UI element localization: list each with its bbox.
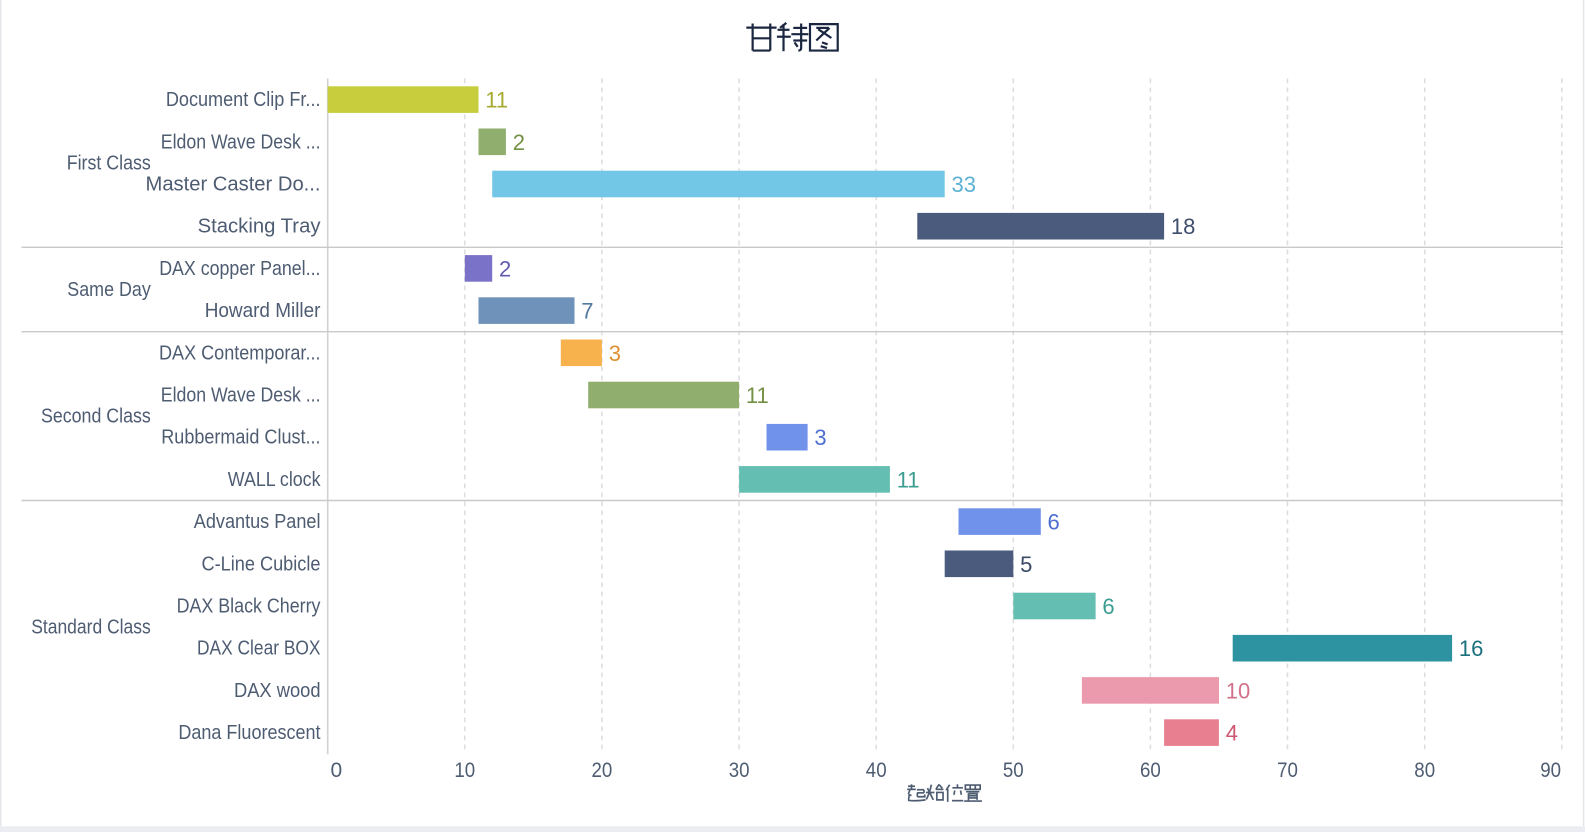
svg-text:Eldon Wave Desk ...: Eldon Wave Desk ...: [161, 385, 321, 407]
svg-text:Dana Fluorescent: Dana Fluorescent: [178, 722, 320, 744]
svg-text:3: 3: [609, 341, 621, 366]
svg-text:2: 2: [513, 130, 525, 155]
svg-text:80: 80: [1414, 759, 1435, 782]
svg-text:WALL clock: WALL clock: [228, 469, 321, 491]
svg-text:Master Caster Do...: Master Caster Do...: [146, 174, 321, 196]
svg-text:3: 3: [814, 425, 826, 450]
svg-text:2: 2: [499, 256, 511, 281]
svg-text:7: 7: [581, 299, 593, 324]
svg-text:11: 11: [485, 88, 508, 113]
svg-text:Howard Miller: Howard Miller: [205, 300, 321, 322]
svg-text:Stacking Tray: Stacking Tray: [198, 216, 322, 238]
svg-text:DAX Black Cherry: DAX Black Cherry: [177, 596, 322, 618]
svg-text:5: 5: [1020, 552, 1032, 577]
svg-text:First Class: First Class: [67, 152, 151, 174]
svg-text:60: 60: [1140, 759, 1161, 782]
svg-text:11: 11: [897, 467, 920, 492]
svg-text:6: 6: [1048, 510, 1060, 535]
svg-text:Rubbermaid Clust...: Rubbermaid Clust...: [161, 427, 320, 449]
svg-text:40: 40: [866, 759, 887, 782]
svg-text:16: 16: [1459, 636, 1483, 661]
svg-text:70: 70: [1277, 759, 1298, 782]
svg-text:Second Class: Second Class: [41, 406, 151, 428]
svg-text:DAX wood: DAX wood: [234, 680, 321, 702]
svg-text:10: 10: [1226, 678, 1250, 703]
svg-text:10: 10: [454, 759, 475, 782]
svg-text:C-Line Cubicle: C-Line Cubicle: [202, 553, 321, 575]
svg-text:11: 11: [746, 383, 769, 408]
svg-text:90: 90: [1540, 759, 1561, 782]
svg-text:Advantus Panel: Advantus Panel: [194, 511, 321, 533]
svg-text:Document Clip Fr...: Document Clip Fr...: [166, 89, 321, 111]
svg-text:20: 20: [592, 759, 613, 782]
svg-text:Same Day: Same Day: [67, 279, 151, 301]
svg-text:50: 50: [1003, 759, 1024, 782]
svg-text:Standard Class: Standard Class: [31, 617, 151, 639]
svg-text:33: 33: [952, 172, 976, 197]
svg-text:DAX copper Panel...: DAX copper Panel...: [159, 258, 320, 280]
svg-text:DAX Contemporar...: DAX Contemporar...: [159, 342, 321, 364]
svg-text:Eldon Wave Desk ...: Eldon Wave Desk ...: [161, 131, 321, 153]
svg-text:18: 18: [1171, 214, 1195, 239]
svg-text:6: 6: [1102, 594, 1114, 619]
svg-text:DAX Clear BOX: DAX Clear BOX: [197, 638, 321, 660]
svg-text:0: 0: [330, 759, 342, 782]
svg-text:4: 4: [1226, 721, 1238, 746]
svg-text:30: 30: [729, 759, 750, 782]
